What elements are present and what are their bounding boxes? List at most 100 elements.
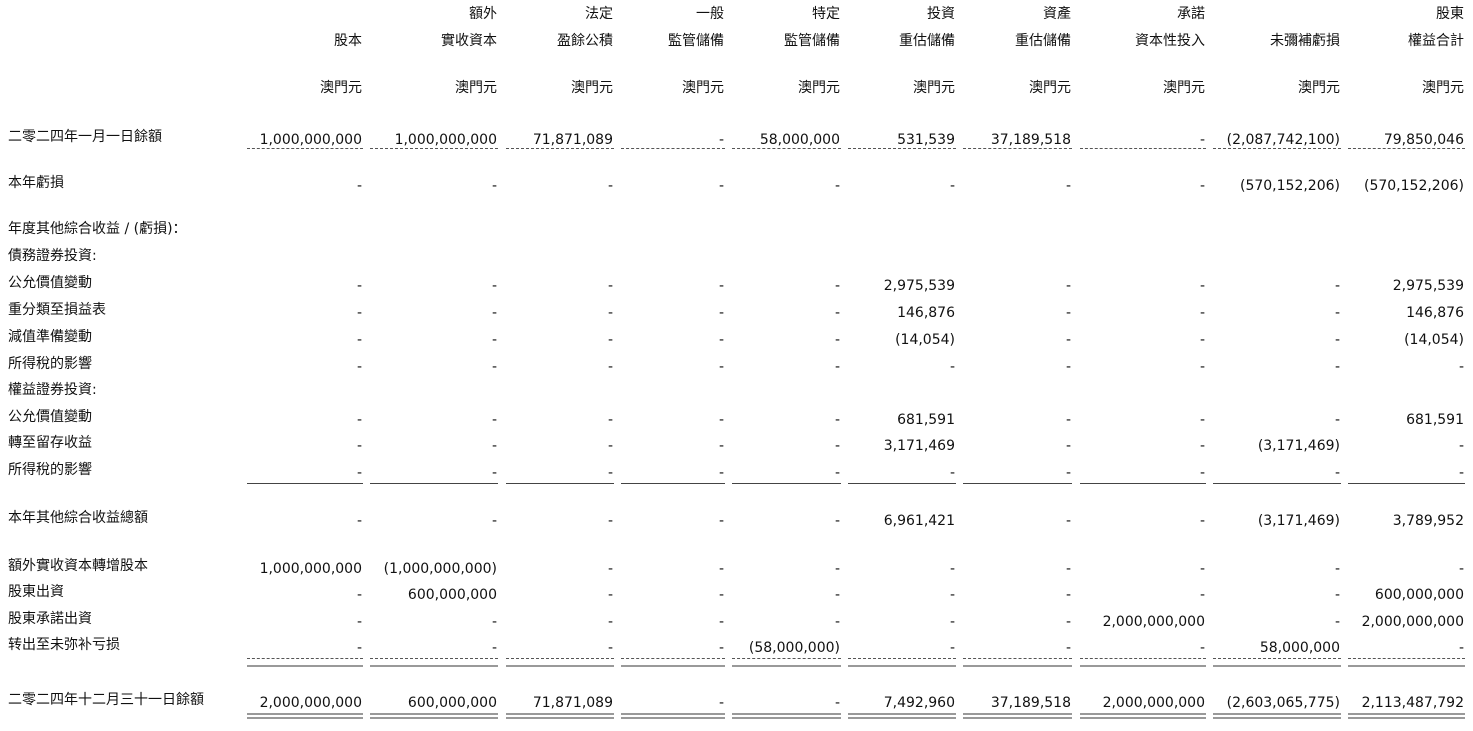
cell-value: - [834,614,840,630]
row-label: 權益證券投資: [8,382,97,398]
cell-value: 600,000,000 [407,695,497,711]
cell-value: - [491,178,497,194]
cell-value: - [1458,359,1464,375]
cell-value: - [834,513,840,529]
column-header: 監管儲備 [784,33,840,49]
cell-value: - [949,587,955,603]
cell-value: - [1065,640,1071,656]
rule [506,483,614,484]
row-label: 本年其他綜合收益總額 [8,510,148,526]
cell-value: - [1199,513,1205,529]
cell-value: - [1065,305,1071,321]
cell-value: - [718,695,724,711]
cell-value: - [834,332,840,348]
rule [370,665,498,667]
row-label: 公允價值變動 [8,275,92,291]
cell-value: 2,975,539 [1392,278,1464,294]
cell-value: - [718,513,724,529]
rule [848,713,956,715]
rule [506,717,614,719]
cell-value: - [1199,640,1205,656]
rule [1213,713,1341,715]
cell-value: - [1334,465,1340,481]
cell-value: - [607,561,613,577]
cell-value: 6,961,421 [883,513,955,529]
cell-value: - [491,438,497,454]
cell-value: - [718,332,724,348]
column-header: 一般 [696,6,724,22]
cell-value: - [1065,614,1071,630]
rule [1348,665,1465,667]
column-unit: 澳門元 [798,80,840,96]
cell-value: - [356,178,362,194]
column-header: 股本 [334,33,362,49]
rule [1080,665,1206,667]
cell-value: 3,789,952 [1392,513,1464,529]
cell-value: - [1334,278,1340,294]
rule [621,483,725,484]
cell-value: - [607,438,613,454]
rule [848,148,956,149]
cell-value: - [607,278,613,294]
row-label: 額外實收資本轉增股本 [8,558,148,574]
cell-value: - [1199,132,1205,148]
rule [1080,717,1206,719]
rule [1348,483,1465,484]
cell-value: 1,000,000,000 [259,132,362,148]
cell-value: - [607,614,613,630]
rule [247,148,363,149]
cell-value: - [949,640,955,656]
cell-value: (14,054) [1404,332,1464,348]
cell-value: - [607,178,613,194]
column-header: 資本性投入 [1135,33,1205,49]
column-unit: 澳門元 [913,80,955,96]
cell-value: 681,591 [1406,412,1464,428]
cell-value: - [718,640,724,656]
cell-value: 2,000,000,000 [1102,695,1205,711]
rule [621,148,725,149]
rule [1213,717,1341,719]
cell-value: - [607,640,613,656]
row-label: 本年虧損 [8,175,64,191]
cell-value: - [718,412,724,428]
cell-value: 1,000,000,000 [259,561,362,577]
cell-value: - [491,332,497,348]
cell-value: - [834,178,840,194]
rule [1080,658,1206,659]
cell-value: - [949,465,955,481]
rule [732,148,841,149]
cell-value: - [356,332,362,348]
cell-value: - [834,587,840,603]
rule [370,483,498,484]
cell-value: - [356,614,362,630]
rule [621,658,725,659]
cell-value: - [1199,359,1205,375]
rule [848,665,956,667]
cell-value: - [1065,587,1071,603]
cell-value: - [607,465,613,481]
cell-value: - [718,561,724,577]
column-header: 特定 [812,6,840,22]
cell-value: - [1334,305,1340,321]
cell-value: - [718,178,724,194]
column-unit: 澳門元 [571,80,613,96]
rule [1348,717,1465,719]
rule [963,658,1072,659]
rule [1213,665,1341,667]
rule [621,665,725,667]
rule [370,713,498,715]
column-header: 重估儲備 [1015,33,1071,49]
cell-value: - [1334,614,1340,630]
cell-value: 2,975,539 [883,278,955,294]
rule [621,717,725,719]
rule [1213,148,1341,149]
rule [1213,658,1341,659]
rule [732,717,841,719]
cell-value: - [1199,412,1205,428]
column-header: 資產 [1043,6,1071,22]
cell-value: - [949,178,955,194]
cell-value: - [834,561,840,577]
cell-value: - [1199,587,1205,603]
rule [1080,148,1206,149]
cell-value: - [607,359,613,375]
